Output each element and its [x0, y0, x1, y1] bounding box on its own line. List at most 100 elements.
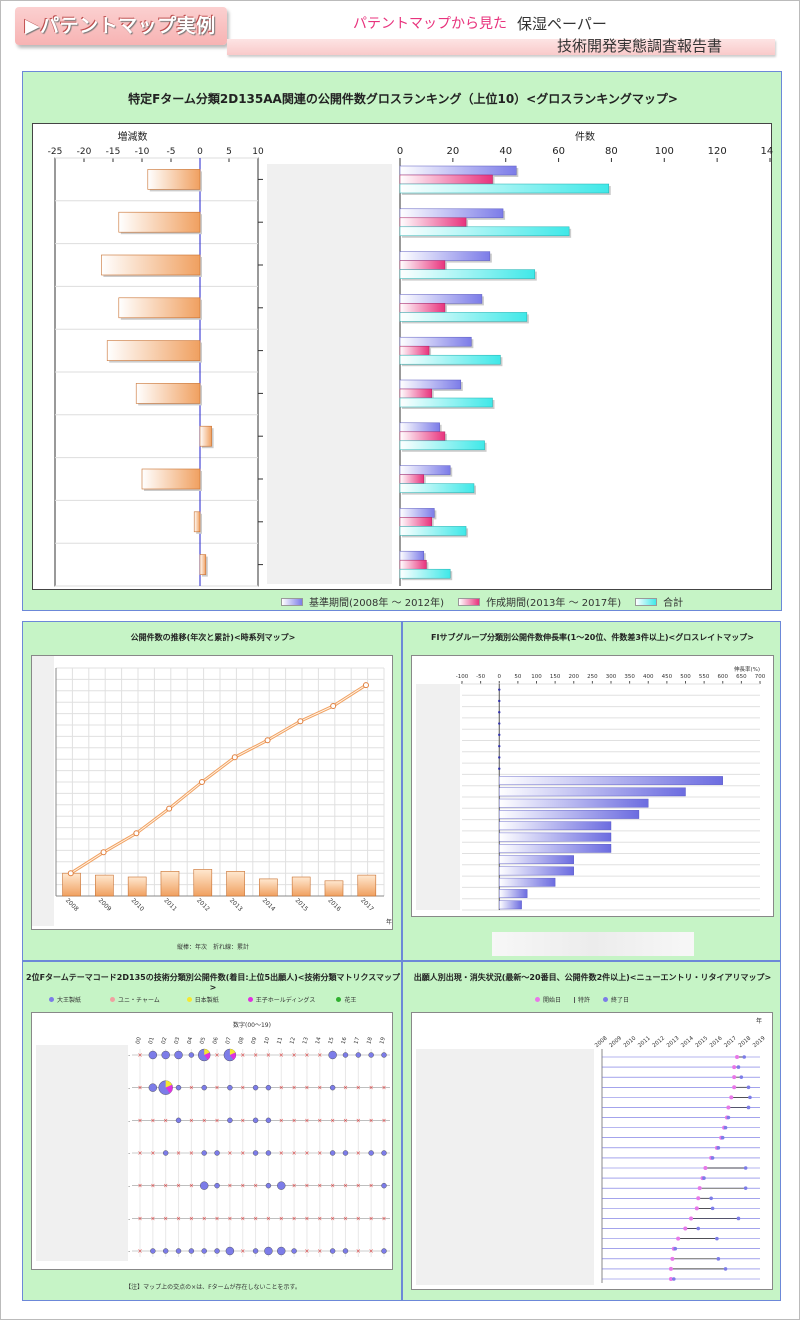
entry-end-dot — [696, 1226, 701, 1231]
growth-chart: -100 -50 0 50 100 150 200 250 300 350 400 450 500 550… — [416, 665, 766, 911]
matrix-bubble — [148, 1050, 158, 1060]
entry-start-dot — [729, 1095, 734, 1100]
growth-zero-marker — [498, 699, 501, 703]
entry-start-dot — [670, 1256, 675, 1261]
matrix-empty-mark: × — [137, 1085, 142, 1092]
matrix-bubble — [368, 1052, 374, 1058]
growth-bar — [499, 877, 556, 887]
change-tick-label: -15 — [106, 147, 121, 157]
matrix-bubble — [252, 1248, 259, 1254]
growth-tick-label: 500 — [680, 674, 691, 680]
matrix-bubble-slice — [229, 1049, 236, 1055]
entry-start-dot — [732, 1085, 737, 1090]
entry-end-dot — [673, 1246, 678, 1251]
matrix-empty-mark: × — [163, 1117, 168, 1124]
page-title: ▶パテントマップ実例 — [25, 15, 216, 37]
entry-start-dot — [696, 1196, 701, 1201]
count-bar — [399, 526, 467, 536]
count-bar — [399, 431, 446, 442]
matrix-empty-mark: × — [253, 1215, 258, 1222]
matrix-empty-mark: × — [240, 1183, 245, 1190]
matrix-empty-mark: × — [356, 1117, 361, 1124]
legend-label-start: 開始日 — [543, 997, 562, 1004]
matrix-empty-mark: × — [266, 1215, 271, 1222]
growth-bar — [499, 798, 649, 808]
entry-end-dot — [748, 1095, 752, 1100]
count-bar — [399, 260, 446, 270]
change-bar — [199, 554, 207, 575]
entry-end-dot — [710, 1206, 715, 1211]
matrix-empty-mark: × — [343, 1117, 348, 1124]
change-tick-label: -10 — [135, 147, 150, 157]
ts-xtick-label: 2014 — [261, 897, 277, 913]
matrix-col-label: 06 — [212, 1036, 220, 1045]
change-bar — [135, 383, 201, 404]
legend-dot-daio — [49, 997, 54, 1002]
matrix-empty-mark: × — [215, 1052, 220, 1059]
matrix-empty-mark: × — [279, 1150, 284, 1157]
matrix-legend: 大王製紙 ユニ・チャーム 日本製紙 王子ホールディングス 花王 — [49, 995, 356, 1004]
entry-year-label: 2019 — [752, 1035, 767, 1049]
entry-end-dot — [709, 1196, 713, 1201]
ts-bar — [357, 874, 377, 897]
ts-point — [362, 682, 369, 689]
ts-bar — [127, 876, 147, 897]
matrix-bubble — [265, 1117, 272, 1124]
ts-xtick-label: 2012 — [195, 897, 211, 913]
ts-point — [100, 849, 107, 856]
count-bar — [399, 483, 475, 493]
header-tab — [15, 7, 227, 45]
matrix-empty-mark: × — [253, 1052, 258, 1059]
growth-tick-label: 700 — [755, 674, 766, 680]
ranking-panel: 特定Fターム分類2D135AA関連の公開件数グロスランキング（上位10）<グロス… — [22, 71, 782, 611]
legend-label-total: 合計 — [663, 598, 684, 609]
matrix-row-marker: - — [128, 1184, 130, 1190]
matrix-bubble — [214, 1248, 220, 1254]
matrix-bubble — [162, 1150, 169, 1156]
count-bar — [399, 397, 493, 408]
matrix-empty-mark: × — [279, 1117, 284, 1124]
matrix-col-label: 15 — [328, 1036, 336, 1045]
matrix-bubble — [227, 1117, 233, 1124]
ts-xtick-label: 2009 — [97, 897, 113, 913]
entry-year-label: 2008 — [594, 1035, 609, 1049]
matrix-empty-mark: × — [137, 1117, 142, 1124]
ts-bar — [226, 871, 245, 897]
entry-end-dot — [716, 1146, 721, 1150]
matrix-bubble — [252, 1150, 259, 1156]
page-subtitle: パテントマップから見た — [353, 16, 507, 32]
matrix-empty-mark: × — [240, 1052, 245, 1059]
matrix-bubble — [214, 1150, 220, 1156]
ts-xtick-label: 2017 — [359, 897, 375, 913]
ts-point — [198, 779, 205, 785]
matrix-bubble — [150, 1248, 156, 1254]
matrix-col-label: 00 — [135, 1036, 143, 1045]
matrix-empty-mark: × — [304, 1215, 309, 1222]
ts-bar — [259, 878, 278, 897]
growth-tick-label: 550 — [699, 674, 710, 680]
count-bar — [399, 440, 485, 451]
matrix-empty-mark: × — [279, 1085, 284, 1092]
count-bar — [399, 312, 528, 322]
entry-end-dot — [702, 1176, 706, 1180]
count-bar — [399, 165, 517, 176]
ranking-legend: 基準期間(2008年 ～ 2012年) 作成期間(2013年 ～ 2017年) … — [281, 594, 683, 609]
matrix-col-label: 16 — [341, 1036, 349, 1045]
matrix-empty-mark: × — [279, 1052, 284, 1059]
entry-start-dot — [683, 1226, 688, 1231]
ts-bar — [160, 871, 180, 897]
ts-point — [264, 737, 271, 744]
entry-end-dot — [715, 1236, 719, 1241]
matrix-bubble — [342, 1248, 349, 1254]
matrix-bubble — [148, 1083, 158, 1092]
matrix-bubble — [265, 1182, 272, 1189]
matrix-bubble-slice — [229, 1052, 236, 1060]
ts-bar — [193, 869, 213, 897]
count-tick-label: 80 — [605, 146, 618, 157]
growth-bar — [499, 776, 723, 785]
legend-swatch-total — [635, 597, 658, 606]
ts-xtick-label: 2015 — [294, 897, 310, 913]
matrix-col-label: 02 — [161, 1037, 169, 1045]
ts-line-highlight — [70, 684, 367, 874]
matrix-empty-mark: × — [189, 1215, 194, 1222]
